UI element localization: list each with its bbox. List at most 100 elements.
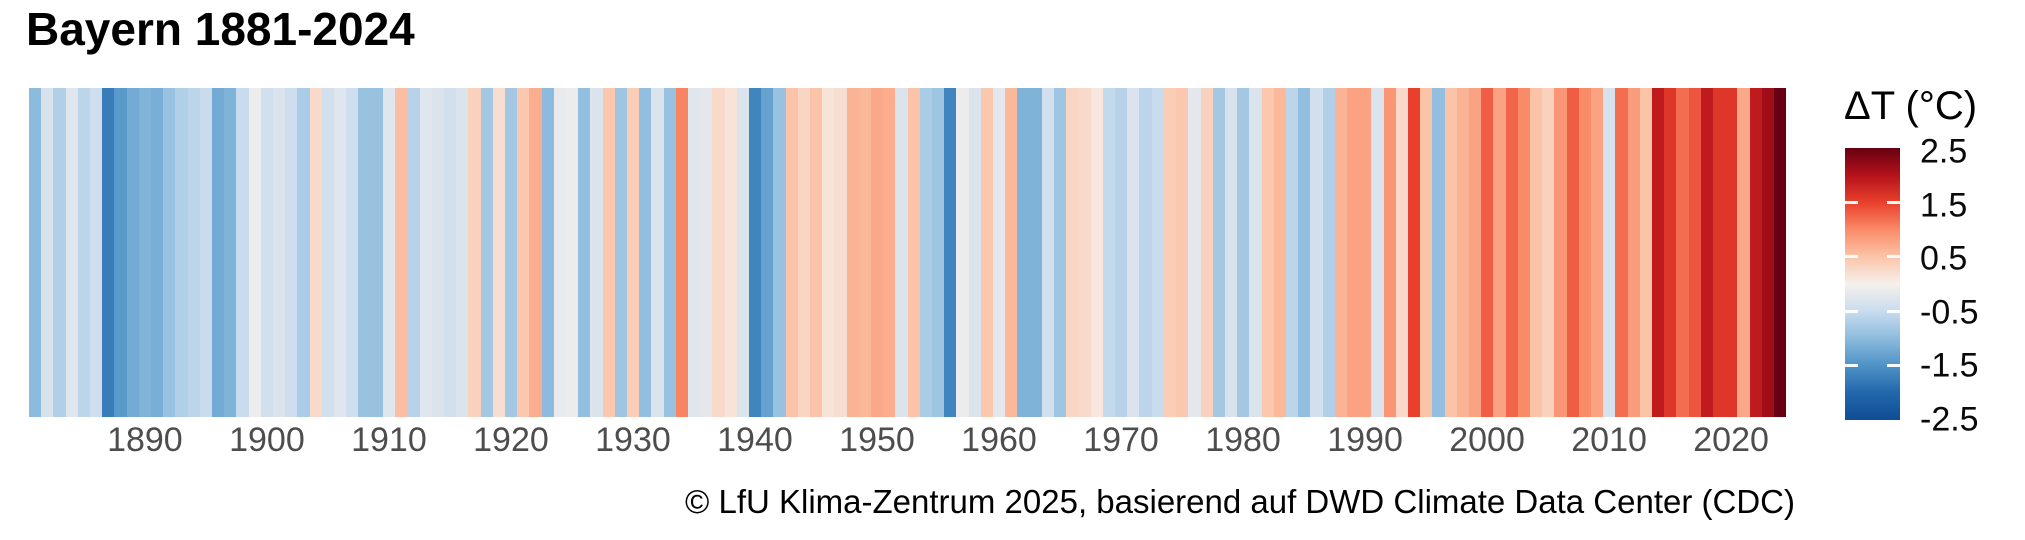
year-stripe-1901: [273, 88, 286, 417]
year-stripe-1894: [187, 88, 200, 417]
year-stripe-1934: [675, 88, 688, 417]
x-axis-label-1980: 1980: [1205, 421, 1281, 459]
year-stripe-1911: [395, 88, 408, 417]
x-axis-label-2000: 2000: [1449, 421, 1525, 459]
year-stripe-1982: [1261, 88, 1274, 417]
x-axis-label-1970: 1970: [1083, 421, 1159, 459]
year-stripe-1985: [1298, 88, 1311, 417]
year-stripe-1898: [236, 88, 249, 417]
year-stripe-1974: [1163, 88, 1177, 417]
year-stripe-1928: [602, 88, 615, 417]
year-stripe-2017: [1688, 88, 1701, 417]
colorbar-tick-label-2.5: 2.5: [1920, 132, 1968, 171]
year-stripe-1958: [968, 88, 981, 417]
year-stripe-2009: [1591, 88, 1604, 417]
chart-title: Bayern 1881-2024: [26, 3, 415, 55]
colorbar: [1845, 148, 1900, 420]
x-axis-label-1930: 1930: [595, 421, 671, 459]
year-stripe-1942: [773, 88, 786, 417]
year-stripe-1932: [651, 88, 664, 417]
year-stripe-1954: [919, 88, 933, 417]
year-stripe-2003: [1517, 88, 1530, 417]
year-stripe-1918: [480, 88, 493, 417]
year-stripe-1989: [1346, 88, 1360, 417]
year-stripe-1941: [761, 88, 774, 417]
stripes-plot: [29, 88, 1787, 417]
year-stripe-1961: [1005, 88, 1018, 417]
year-stripe-2001: [1493, 88, 1506, 417]
year-stripe-1915: [443, 88, 457, 417]
year-stripe-1897: [224, 88, 237, 417]
colorbar-tick-label--1.5: -1.5: [1920, 346, 1979, 385]
year-stripe-2016: [1676, 88, 1689, 417]
x-axis-label-1990: 1990: [1327, 421, 1403, 459]
x-axis-label-1940: 1940: [717, 421, 793, 459]
year-stripe-1896: [212, 88, 225, 417]
colorbar-tick-mark: [1887, 309, 1900, 313]
year-stripe-2006: [1554, 88, 1567, 417]
year-stripe-1905: [321, 88, 335, 417]
year-stripe-1959: [980, 88, 994, 417]
year-stripe-1930: [626, 88, 640, 417]
year-stripe-1964: [1041, 88, 1055, 417]
year-stripe-1888: [114, 88, 127, 417]
year-stripe-1909: [370, 88, 383, 417]
year-stripe-1956: [944, 88, 957, 417]
year-stripe-2015: [1664, 88, 1677, 417]
x-axis-label-2020: 2020: [1693, 421, 1769, 459]
year-stripe-1991: [1371, 88, 1384, 417]
year-stripe-2004: [1529, 88, 1543, 417]
year-stripe-1978: [1212, 88, 1225, 417]
year-stripe-1923: [541, 88, 554, 417]
x-axis-label-1890: 1890: [107, 421, 183, 459]
year-stripe-2021: [1737, 88, 1750, 417]
year-stripe-2019: [1713, 88, 1726, 417]
year-stripe-1907: [346, 88, 359, 417]
year-stripe-1997: [1444, 88, 1457, 417]
year-stripe-1882: [41, 88, 54, 417]
year-stripe-1962: [1017, 88, 1030, 417]
year-stripe-1999: [1468, 88, 1482, 417]
year-stripe-1946: [822, 88, 835, 417]
colorbar-tick-label--0.5: -0.5: [1920, 293, 1979, 332]
year-stripe-2014: [1652, 88, 1665, 417]
year-stripe-1953: [907, 88, 920, 417]
year-stripe-2010: [1603, 88, 1616, 417]
year-stripe-2020: [1725, 88, 1738, 417]
year-stripe-1955: [932, 88, 945, 417]
year-stripe-1981: [1249, 88, 1262, 417]
year-stripe-1960: [993, 88, 1006, 417]
year-stripe-1935: [687, 88, 701, 417]
year-stripe-2013: [1639, 88, 1653, 417]
colorbar-tick-label-0.5: 0.5: [1920, 239, 1968, 278]
year-stripe-1884: [65, 88, 78, 417]
year-stripe-1986: [1310, 88, 1323, 417]
year-stripe-1943: [785, 88, 798, 417]
year-stripe-1968: [1090, 88, 1103, 417]
year-stripe-2007: [1566, 88, 1579, 417]
year-stripe-1948: [846, 88, 859, 417]
year-stripe-1929: [614, 88, 627, 417]
year-stripe-2012: [1627, 88, 1640, 417]
year-stripe-1892: [163, 88, 176, 417]
year-stripe-1975: [1176, 88, 1189, 417]
colorbar-tick-mark: [1845, 364, 1858, 368]
year-stripe-2008: [1578, 88, 1591, 417]
year-stripe-1887: [102, 88, 115, 417]
year-stripe-2002: [1505, 88, 1518, 417]
year-stripe-1947: [834, 88, 847, 417]
year-stripe-1944: [797, 88, 810, 417]
year-stripe-1995: [1420, 88, 1433, 417]
year-stripe-1886: [90, 88, 103, 417]
year-stripe-1949: [858, 88, 872, 417]
year-stripe-1916: [456, 88, 469, 417]
year-stripe-1890: [138, 88, 152, 417]
year-stripe-2005: [1542, 88, 1555, 417]
year-stripe-1899: [248, 88, 261, 417]
year-stripe-1913: [419, 88, 432, 417]
year-stripe-1987: [1322, 88, 1335, 417]
year-stripe-1900: [260, 88, 274, 417]
year-stripe-1992: [1383, 88, 1396, 417]
year-stripe-1906: [334, 88, 347, 417]
